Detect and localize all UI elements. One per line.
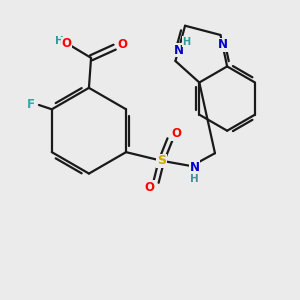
- Text: H: H: [55, 36, 63, 46]
- Text: O: O: [171, 128, 182, 140]
- Text: O: O: [61, 38, 71, 50]
- Text: N: N: [190, 160, 200, 174]
- Text: S: S: [157, 154, 166, 167]
- Text: H: H: [190, 174, 199, 184]
- Text: F: F: [26, 98, 34, 112]
- Text: O: O: [145, 181, 154, 194]
- Text: N: N: [174, 44, 184, 57]
- Text: N: N: [218, 38, 228, 51]
- Text: H: H: [182, 37, 190, 47]
- Text: O: O: [117, 38, 127, 52]
